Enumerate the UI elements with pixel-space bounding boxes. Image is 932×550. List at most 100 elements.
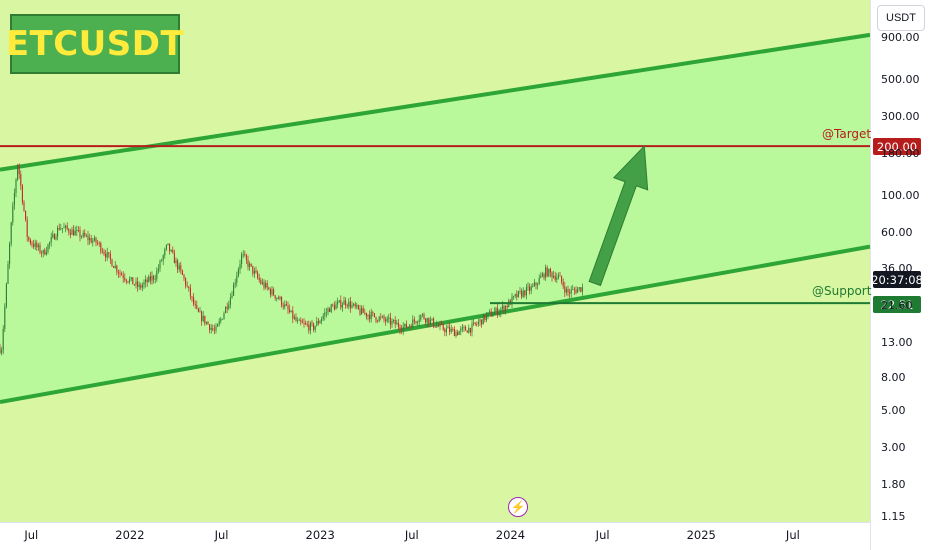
candle-body [527, 286, 529, 288]
candle-body [186, 285, 188, 287]
candle-body [183, 274, 185, 279]
candle-body [441, 324, 443, 325]
candle-body [25, 210, 27, 220]
candle-body [298, 319, 300, 321]
candle-body [436, 325, 438, 328]
candle-body [245, 255, 247, 260]
candle-body [247, 259, 249, 267]
candle-body [130, 277, 132, 280]
candle-body [261, 282, 263, 284]
candle-body [289, 309, 291, 313]
candle-body [172, 250, 174, 253]
candle-body [578, 287, 580, 290]
candle-body [253, 270, 255, 274]
candle-body [329, 308, 331, 312]
candle-body [370, 312, 372, 320]
candle-body [93, 237, 95, 241]
candle-body [220, 319, 222, 322]
candle-body [111, 259, 113, 267]
candle-body [447, 326, 449, 329]
candle-body [303, 323, 305, 324]
candle-body [194, 304, 196, 306]
y-tick-label: 60.00 [881, 225, 913, 239]
candle-body [311, 322, 313, 324]
candle-body [380, 316, 382, 318]
candle-body [381, 316, 383, 318]
candle-body [269, 289, 271, 295]
candle-body [141, 285, 143, 288]
candle-body [498, 312, 500, 315]
candle-body [397, 322, 399, 327]
candle-body [252, 265, 254, 274]
countdown-tag: 20:37:08 [871, 271, 923, 288]
candle-body [308, 324, 310, 331]
candle-body [82, 232, 84, 237]
candle-body [361, 307, 363, 315]
candle-body [95, 237, 97, 243]
candle-body [388, 317, 390, 319]
candle-body [394, 320, 396, 325]
candle-body [100, 243, 102, 252]
x-tick-label: 2023 [305, 528, 335, 542]
candle-body [157, 268, 159, 271]
candle-body [349, 301, 351, 308]
candle-body [525, 287, 527, 296]
y-tick-label: 5.00 [881, 404, 906, 418]
candle-body [265, 283, 267, 288]
channel-upper-line [0, 32, 871, 172]
candle-body [53, 234, 55, 240]
candle-body [409, 325, 411, 327]
candle-body [429, 319, 431, 324]
y-tick-label: 900.00 [881, 31, 920, 44]
candle-body [476, 324, 478, 325]
candle-body [127, 281, 129, 283]
candle-body [367, 314, 369, 317]
candle-body [85, 235, 87, 237]
candle-body [332, 304, 334, 306]
candle-body [535, 282, 537, 286]
candle-body [188, 286, 190, 289]
candle-body [319, 321, 321, 324]
candle-body [402, 326, 404, 331]
candle-body [428, 317, 430, 324]
candle-body [487, 312, 489, 316]
candle-body [343, 300, 345, 305]
candle-body [338, 300, 340, 303]
candle-body [97, 242, 99, 244]
candle-body [9, 243, 11, 265]
candle-body [151, 276, 153, 281]
candle-body [295, 317, 297, 321]
candle-body [226, 306, 228, 309]
lightning-icon[interactable]: ⚡ [508, 497, 528, 517]
target-label: @Target [822, 127, 872, 141]
candle-body [455, 332, 457, 337]
candle-body [325, 312, 327, 313]
candle-body [562, 282, 564, 287]
candle-body [98, 242, 100, 244]
candle-body [324, 312, 326, 316]
candle-body [297, 320, 299, 322]
candle-body [417, 322, 419, 323]
candle-body [237, 269, 239, 276]
candle-body [322, 315, 324, 319]
candle-body [484, 314, 486, 321]
candle-body [244, 254, 246, 256]
candle-body [519, 291, 521, 292]
candle-body [485, 315, 487, 321]
candle-body [68, 229, 70, 233]
candle-body [26, 219, 28, 237]
projection-arrow [588, 144, 649, 287]
candle-body [1, 350, 3, 353]
candle-body [124, 277, 126, 280]
candle-body [524, 290, 526, 296]
currency-button[interactable]: USDT [877, 5, 925, 31]
candle-body [145, 279, 147, 283]
x-tick-label: Jul [785, 528, 800, 542]
candle-body [49, 242, 51, 245]
candle-body [273, 289, 275, 296]
candle-body [114, 265, 116, 268]
candle-body [193, 297, 195, 305]
candle-body [479, 319, 481, 322]
